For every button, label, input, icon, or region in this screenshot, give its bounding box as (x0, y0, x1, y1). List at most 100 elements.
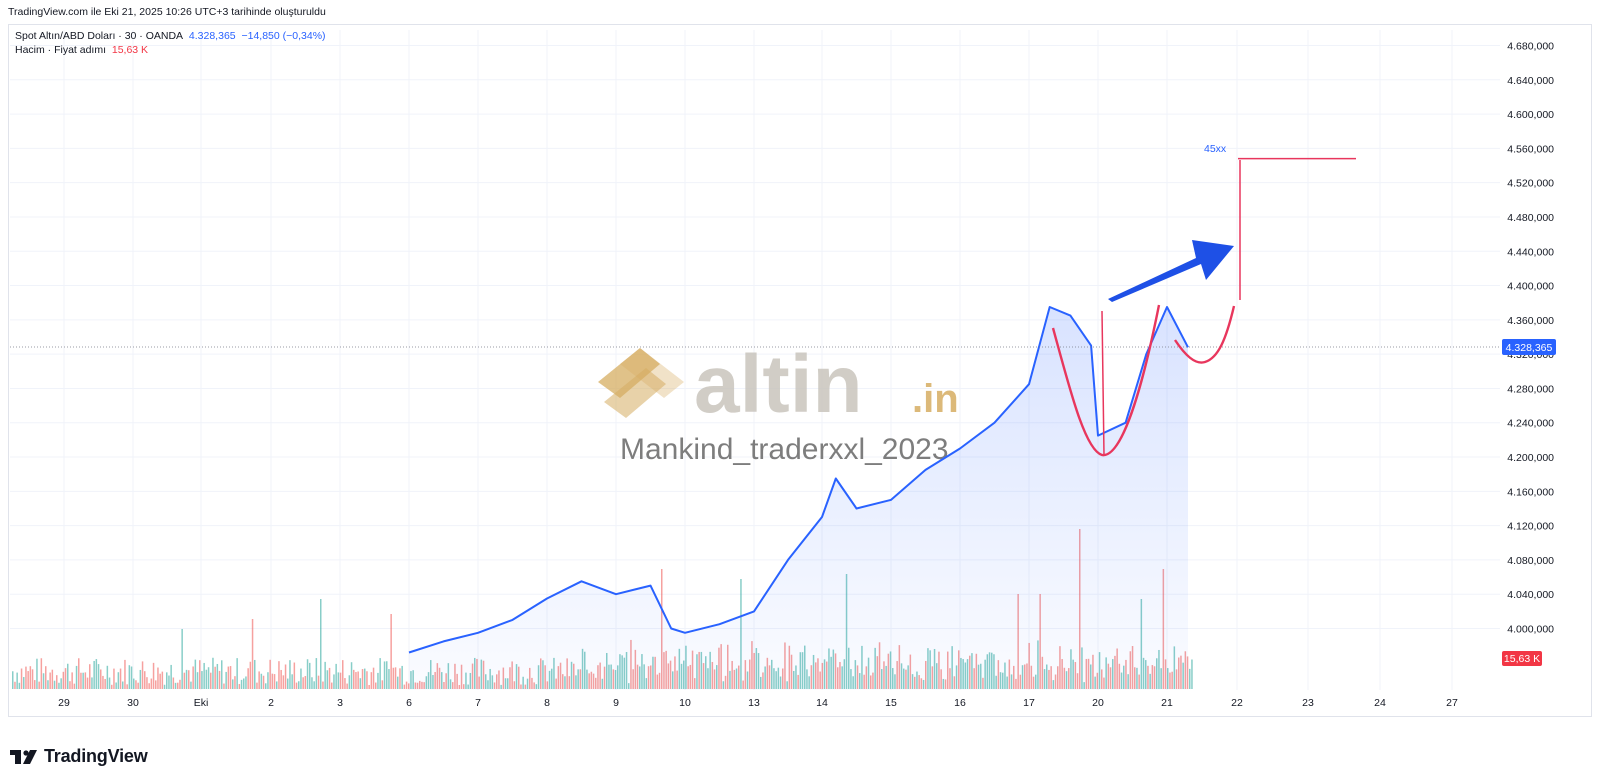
volume-bar (315, 658, 318, 689)
y-tick-label: 4.000,000 (1507, 624, 1554, 636)
volume-bar (210, 672, 212, 689)
volume-bar (328, 667, 331, 689)
volume-bar (100, 669, 102, 689)
y-tick-label: 4.600,000 (1507, 109, 1554, 121)
target-label: 45xx (1204, 143, 1227, 155)
volume-bar (311, 677, 313, 689)
x-tick-label: 14 (816, 697, 828, 709)
cup-curve (1051, 304, 1161, 457)
volume-bar (386, 661, 388, 689)
volume-bar (289, 660, 291, 689)
watermark: altin .in Mankind_traderxxl_2023 (598, 339, 959, 466)
volume-bar (64, 668, 67, 689)
volume-bar (1191, 659, 1193, 689)
volume-bar (155, 680, 157, 689)
y-tick-label: 4.360,000 (1507, 315, 1554, 327)
volume-bar (403, 684, 406, 689)
volume-bar (203, 662, 205, 689)
y-tick-label: 4.080,000 (1507, 555, 1554, 567)
volume-bar (75, 665, 78, 689)
volume-bar (348, 675, 351, 689)
volume-bar (339, 672, 342, 689)
volume-badge (1502, 651, 1542, 666)
volume-bar (170, 664, 172, 689)
volume-bar (40, 658, 43, 689)
volume-bar (216, 663, 219, 689)
volume-bar (117, 672, 120, 689)
volume-bar (309, 662, 311, 689)
last-price-badge (1502, 338, 1556, 355)
volume-bar (282, 675, 285, 689)
volume-bar (256, 682, 258, 689)
volume-bar (394, 667, 397, 689)
volume-bar (265, 683, 267, 689)
symbol-name: Spot Altın/ABD Doları · 30 · OANDA (15, 30, 184, 42)
volume-bar (95, 659, 98, 689)
volume-bar (322, 681, 324, 689)
volume-bar (368, 684, 370, 689)
x-tick-label: 3 (337, 697, 343, 709)
volume-bar (240, 679, 243, 689)
volume-bar (293, 662, 296, 689)
volume-bar (111, 684, 113, 689)
volume-bar (287, 678, 289, 689)
y-tick-label: 4.640,000 (1507, 75, 1554, 87)
volume-bar (18, 682, 21, 689)
volume-bar (53, 680, 56, 689)
volume-bar (49, 672, 51, 689)
chart-caption: TradingView.com ile Eki 21, 2025 10:26 U… (8, 6, 326, 18)
volume-bar (124, 659, 126, 689)
volume-bar (229, 666, 232, 689)
volume-bar (80, 672, 82, 689)
volume-bar (60, 678, 62, 689)
volume-bar (392, 667, 395, 689)
volume-bar (295, 682, 298, 689)
volume-bar (139, 669, 142, 689)
breakout-arrow (1108, 240, 1234, 302)
volume-bar (25, 666, 27, 689)
x-tick-label: 22 (1231, 697, 1243, 709)
volume-bar (183, 672, 186, 689)
tradingview-brand[interactable]: TradingView (10, 746, 148, 767)
volume-legend[interactable]: Hacim · Fiyat adımı 15,63 K (15, 44, 148, 56)
volume-bar (238, 684, 241, 689)
volume-bar (106, 665, 109, 689)
volume-bar (364, 668, 366, 689)
volume-bar (254, 659, 256, 689)
x-tick-label: 20 (1092, 697, 1104, 709)
y-tick-label: 4.040,000 (1507, 589, 1554, 601)
y-tick-label: 4.200,000 (1507, 452, 1554, 464)
volume-bar (399, 668, 401, 689)
volume-bar (27, 671, 29, 689)
watermark-logo-suffix: .in (912, 377, 959, 421)
x-tick-label: 21 (1161, 697, 1173, 709)
volume-bar (298, 681, 300, 689)
volume-bar (375, 682, 377, 689)
volume-bar (223, 683, 225, 689)
volume-bar (135, 680, 137, 689)
volume-bar (122, 681, 124, 689)
x-tick-label: 2 (268, 697, 274, 709)
volume-bar (214, 666, 216, 689)
volume-bar (291, 674, 293, 689)
volume-bar (20, 668, 23, 689)
volume-bar (401, 665, 403, 689)
volume-bar (163, 684, 166, 689)
volume-bar (249, 661, 252, 689)
price-line (408, 306, 1189, 654)
volume-bar (108, 677, 111, 689)
x-tick-label: 6 (406, 697, 412, 709)
volume-bar (91, 677, 93, 689)
volume-bar (192, 666, 194, 689)
volume-bar (130, 666, 133, 689)
volume-bar (333, 674, 335, 689)
volume-bar (179, 679, 181, 689)
volume-indicator-value: 15,63 K (111, 44, 149, 56)
x-tick-label: 15 (885, 697, 897, 709)
volume-bar (359, 678, 362, 689)
volume-bar (47, 680, 49, 689)
symbol-legend[interactable]: Spot Altın/ABD Doları · 30 · OANDA 4.328… (15, 30, 326, 42)
volume-bar (247, 668, 249, 689)
handle-curve (1174, 305, 1236, 364)
